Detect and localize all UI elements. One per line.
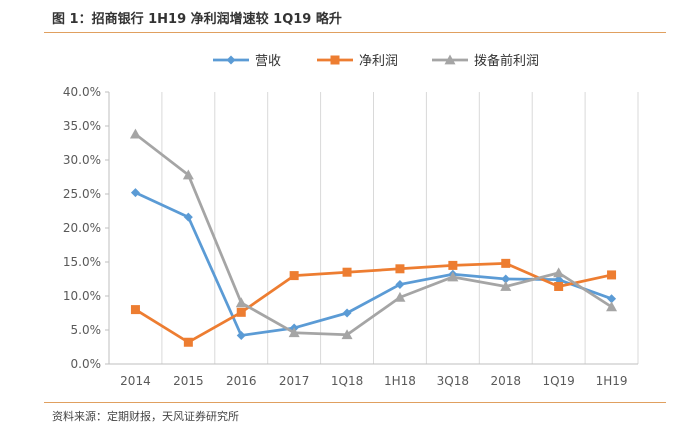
data-point	[183, 212, 193, 222]
data-point	[501, 258, 511, 268]
data-point	[226, 55, 236, 65]
x-tick-label: 1H18	[384, 374, 416, 388]
series-line	[134, 261, 612, 344]
data-point	[236, 307, 246, 317]
data-point	[607, 294, 617, 304]
data-point	[395, 279, 405, 289]
data-point	[289, 271, 299, 281]
data-point	[554, 275, 564, 285]
source-divider	[44, 402, 666, 403]
data-point	[501, 274, 511, 284]
y-tick-label: 15.0%	[63, 255, 101, 269]
y-tick-label: 0.0%	[71, 357, 102, 371]
data-point	[342, 308, 352, 318]
x-tick-label: 2014	[120, 374, 151, 388]
y-tick-label: 35.0%	[63, 119, 101, 133]
series-lines	[129, 128, 618, 347]
title-divider	[44, 32, 666, 33]
data-point	[235, 297, 247, 308]
y-tick-label: 30.0%	[63, 153, 101, 167]
data-point	[236, 330, 246, 340]
data-point	[130, 188, 140, 198]
data-point	[129, 128, 141, 139]
grid-lines	[108, 92, 639, 364]
series-拨备前利润	[129, 128, 618, 340]
data-point	[448, 260, 458, 270]
legend-label: 营收	[255, 54, 281, 69]
data-point	[394, 291, 406, 302]
data-point	[607, 270, 617, 280]
data-point	[182, 169, 194, 180]
x-tick-label: 2017	[279, 374, 310, 388]
axes	[105, 91, 638, 365]
x-tick-label: 1Q19	[542, 374, 574, 388]
x-tick-label: 1Q18	[331, 374, 363, 388]
y-tick-label: 20.0%	[63, 221, 101, 235]
data-point	[553, 267, 565, 278]
legend: 营收 净利润 拨备前利润	[213, 53, 539, 69]
figure-title: 图 1：招商银行 1H19 净利润增速较 1Q19 略升	[52, 12, 342, 27]
x-tick-label: 2015	[173, 374, 204, 388]
data-point	[183, 337, 193, 347]
y-tick-label: 5.0%	[71, 323, 102, 337]
data-point	[341, 329, 353, 340]
legend-item: 拨备前利润	[432, 53, 539, 69]
series-line	[134, 133, 613, 337]
legend-item: 营收	[213, 54, 281, 69]
series-净利润	[130, 258, 617, 347]
legend-label: 拨备前利润	[474, 53, 539, 69]
data-point	[330, 55, 340, 65]
source-note: 资料来源：定期财报，天风证券研究所	[52, 410, 239, 423]
data-point	[500, 280, 512, 291]
x-tick-label: 2018	[490, 374, 521, 388]
data-point	[288, 327, 300, 338]
y-tick-label: 25.0%	[63, 187, 101, 201]
y-tick-label: 40.0%	[63, 85, 101, 99]
data-point	[130, 305, 140, 315]
data-point	[444, 54, 456, 65]
y-tick-labels: 0.0% 5.0% 10.0% 15.0% 20.0% 25.0% 30.0% 35.0% 40…	[63, 85, 101, 371]
x-tick-label: 3Q18	[437, 374, 469, 388]
legend-item: 净利润	[317, 54, 398, 69]
data-point	[447, 271, 459, 282]
x-tick-labels: 2014 2015 2016 2017 1Q18 1H18 3Q18 2018 1Q19 1H19	[120, 374, 627, 388]
legend-label: 净利润	[359, 54, 398, 69]
data-point	[342, 267, 352, 277]
y-tick-label: 10.0%	[63, 289, 101, 303]
x-tick-label: 2016	[226, 374, 257, 388]
x-tick-label: 1H19	[596, 374, 628, 388]
data-point	[554, 281, 564, 291]
data-point	[606, 301, 618, 312]
data-point	[395, 264, 405, 274]
